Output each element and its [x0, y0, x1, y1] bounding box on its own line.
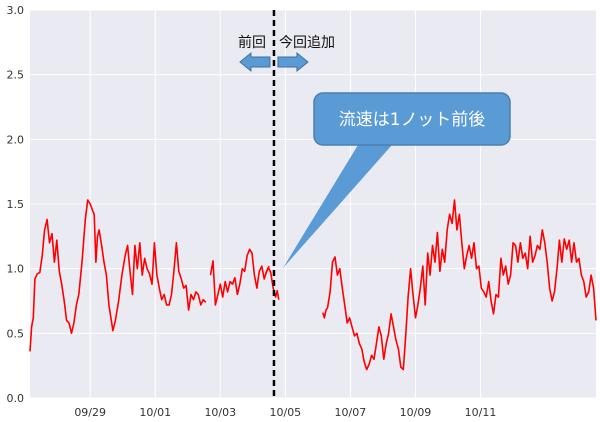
- x-tick-label: 10/07: [335, 406, 367, 419]
- grid-lines: [30, 9, 596, 399]
- y-tick-label: 1.5: [7, 198, 25, 211]
- callout-text: 流速は1ノット前後: [339, 110, 485, 130]
- callout-pointer: [283, 145, 392, 268]
- x-tick-label: 10/03: [204, 406, 236, 419]
- series-line-segment: [322, 199, 597, 371]
- x-tick-label: 10/05: [269, 406, 301, 419]
- y-tick-label: 0.5: [7, 327, 25, 340]
- y-tick-label: 2.5: [7, 69, 25, 82]
- series-line-segment: [265, 266, 280, 300]
- y-tick-label: 1.0: [7, 263, 25, 276]
- y-tick-label: 0.0: [7, 392, 25, 405]
- previous-label: 前回: [238, 34, 266, 51]
- x-tick-label: 10/11: [465, 406, 497, 419]
- callout-box: [313, 92, 511, 146]
- x-tick-label: 10/01: [139, 406, 171, 419]
- added-label: 今回追加: [279, 35, 335, 51]
- y-tick-label: 2.0: [7, 133, 25, 146]
- series-line-segment: [29, 199, 207, 352]
- y-tick-label: 3.0: [7, 4, 25, 17]
- x-tick-label: 09/29: [74, 406, 106, 419]
- x-tick-label: 10/09: [400, 406, 432, 419]
- x-axis: 09/29 10/01 10/03 10/05 10/07 10/09 10/11: [74, 406, 496, 419]
- left-arrow-icon: [239, 51, 271, 73]
- right-arrow-icon: [277, 51, 309, 73]
- y-axis: 0.0 0.5 1.0 1.5 2.0 2.5 3.0: [7, 4, 25, 405]
- series-group: [29, 199, 597, 371]
- series-line-segment: [209, 248, 270, 306]
